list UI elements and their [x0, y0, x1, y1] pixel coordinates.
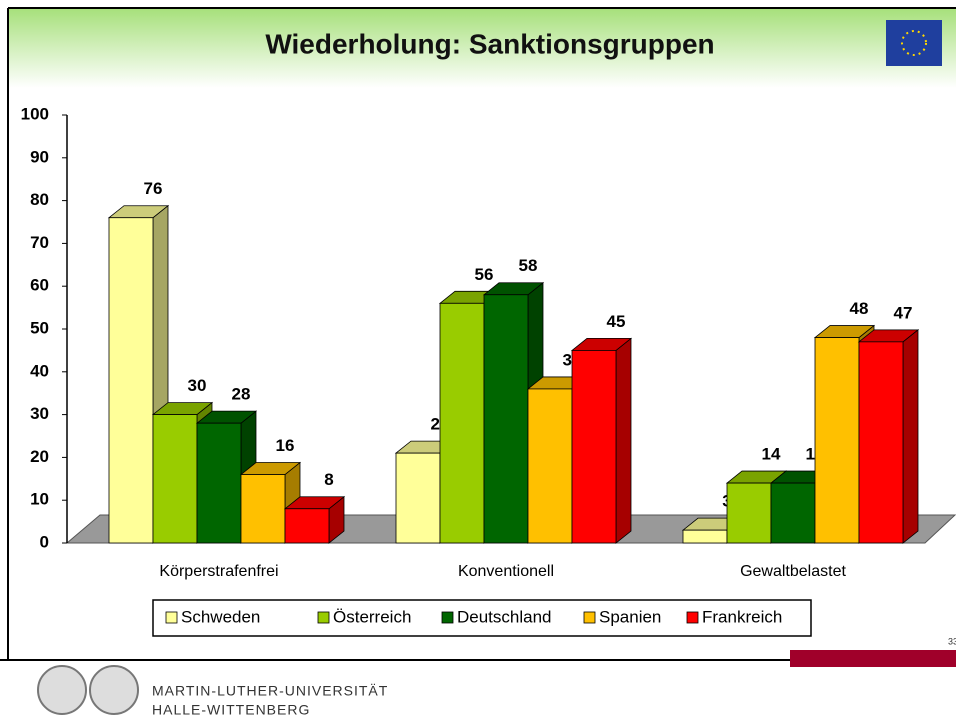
y-tick-label: 70: [30, 233, 49, 252]
y-tick-label: 0: [40, 532, 49, 551]
y-tick-label: 20: [30, 447, 49, 466]
bar: [726, 482, 772, 544]
legend-label: Deutschland: [457, 607, 552, 626]
legend-swatch: [165, 611, 178, 624]
legend-label: Schweden: [181, 607, 260, 626]
bar: [152, 414, 198, 544]
x-tick-label: Gewaltbelastet: [740, 563, 846, 580]
bar-side: [902, 329, 919, 544]
legend-box: [152, 599, 812, 637]
legend-label: Frankreich: [702, 607, 782, 626]
eu-flag: [886, 20, 942, 66]
y-tick-label: 90: [30, 147, 49, 166]
accent-bar: [790, 650, 956, 667]
legend-label: Spanien: [599, 607, 661, 626]
value-label: 8: [324, 470, 333, 489]
bar: [682, 529, 728, 544]
bar: [527, 388, 573, 544]
bar: [814, 337, 860, 544]
y-tick-label: 10: [30, 490, 49, 509]
value-label: 30: [188, 376, 207, 395]
legend-swatch: [583, 611, 596, 624]
y-tick-label: 80: [30, 190, 49, 209]
bar-side: [615, 337, 632, 544]
value-label: 45: [607, 312, 626, 331]
bar: [439, 302, 485, 544]
x-tick-label: Konventionell: [458, 563, 554, 580]
bar: [240, 474, 286, 544]
footer-line-2: HALLE-WITTENBERG: [152, 702, 310, 718]
bar: [284, 508, 330, 544]
bar: [483, 294, 529, 544]
legend-swatch: [441, 611, 454, 624]
value-label: 48: [850, 299, 869, 318]
value-label: 14: [762, 445, 781, 464]
value-label: 47: [894, 303, 913, 322]
y-tick-label: 50: [30, 318, 49, 337]
value-label: 76: [144, 179, 163, 198]
bar: [858, 341, 904, 544]
value-label: 28: [232, 385, 251, 404]
bar: [108, 217, 154, 544]
footer-line-1: MARTIN-LUTHER-UNIVERSITÄT: [152, 683, 388, 699]
value-label: 58: [519, 256, 538, 275]
y-tick-label: 60: [30, 276, 49, 295]
legend-label: Österreich: [333, 607, 411, 626]
page-number: 33: [948, 636, 956, 646]
bar: [770, 482, 816, 544]
bar: [571, 349, 617, 544]
y-tick-label: 100: [21, 104, 49, 123]
bar: [395, 452, 441, 544]
x-tick-label: Körperstrafenfrei: [159, 563, 278, 580]
legend-swatch: [686, 611, 699, 624]
y-tick-label: 30: [30, 404, 49, 423]
value-label: 16: [276, 436, 295, 455]
y-tick-label: 40: [30, 361, 49, 380]
chart-title: Wiederholung: Sanktionsgruppen: [265, 28, 714, 59]
title-band: [8, 8, 956, 88]
legend-swatch: [317, 611, 330, 624]
logos: [37, 665, 139, 715]
bar: [196, 422, 242, 544]
value-label: 56: [475, 265, 494, 284]
